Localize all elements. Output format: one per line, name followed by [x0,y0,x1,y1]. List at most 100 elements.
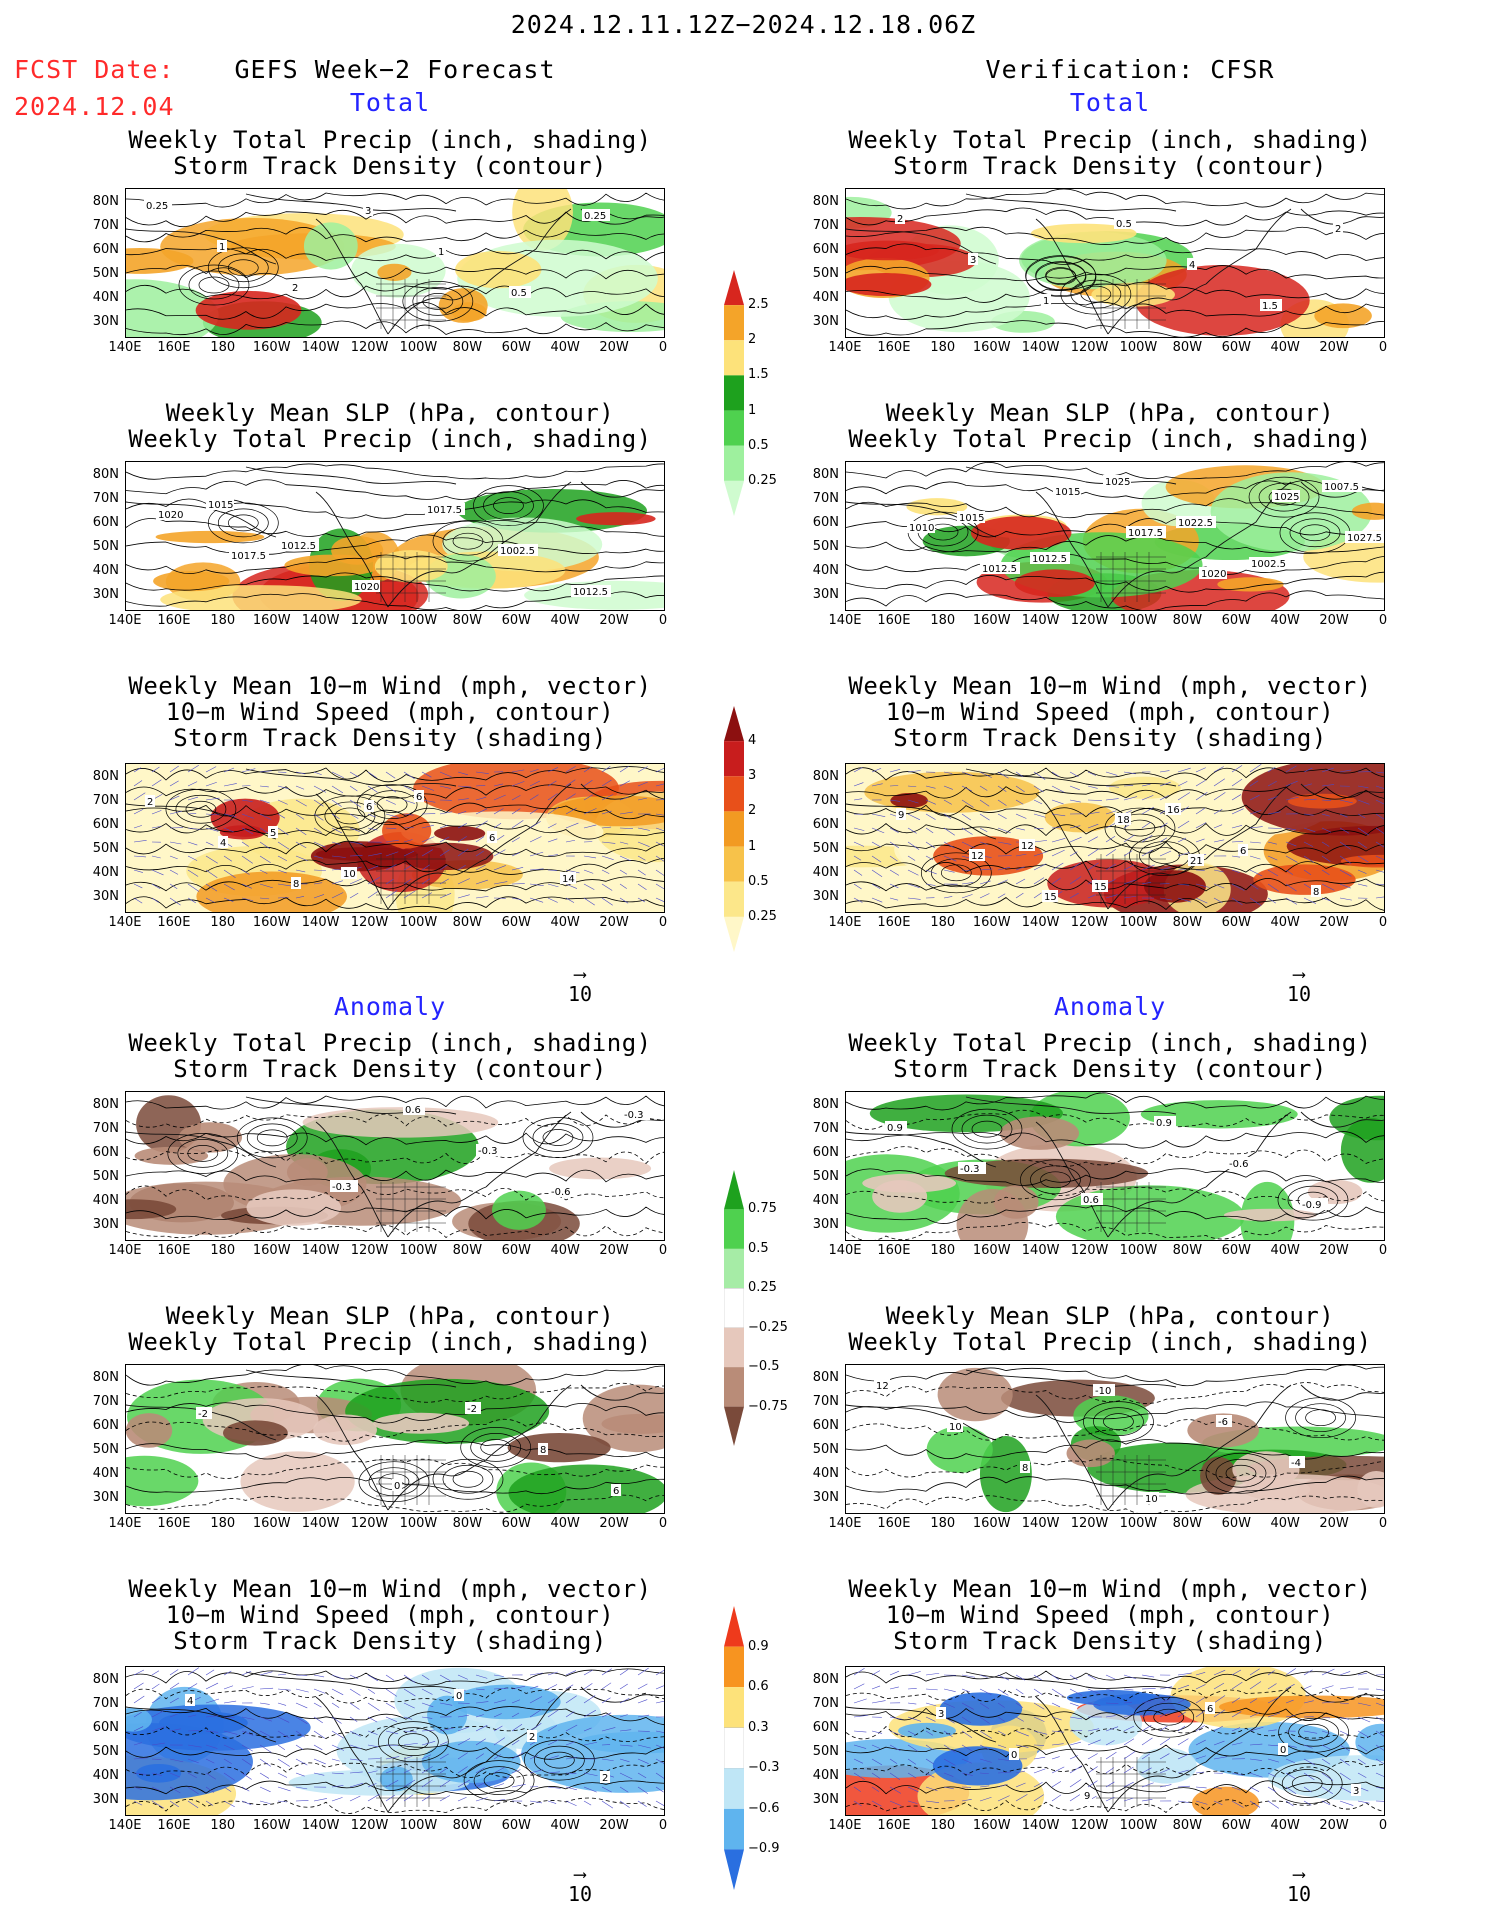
lon-tick-label: 60W [501,1243,531,1258]
wind-vector [1105,1751,1117,1760]
wind-vector [529,836,542,843]
closed-contour [961,1114,1013,1144]
wind-vector [295,771,306,775]
lon-tick-label: 160E [157,340,191,355]
coastline [126,1706,277,1743]
wind-vector [277,1758,290,1767]
wind-vector [997,1702,1005,1708]
reference-arrow-icon: ⟶ [1293,1864,1305,1885]
wind-vector [1339,869,1352,877]
wind-vector [241,1716,255,1720]
wind-vector [853,1772,865,1781]
wind-vector [943,813,952,819]
wind-vector [1051,1794,1062,1802]
wind-vector [1105,1781,1115,1788]
contour-label-bg [1082,1789,1092,1801]
lon-tick-label: 0 [658,1243,668,1258]
wind-vector [1087,1766,1098,1774]
wind-vector [439,1779,451,1788]
colorbar-label: 0.25 [748,1280,777,1296]
wind-vector [277,883,292,887]
wind-vector [511,1712,520,1718]
shading-blob [1140,1100,1298,1129]
coastline [126,1404,277,1441]
shading-blob [126,279,219,337]
contour-label-bg [217,240,227,252]
colorbar-label: 3 [748,768,757,784]
contour-line [126,1365,664,1386]
date-range-title: 2024.12.11.12Z−2024.12.18.06Z [510,10,977,39]
closed-contour [412,287,464,316]
lat-tick-label: 70N [92,491,119,506]
wind-vector [1123,895,1137,899]
wind-vector [421,836,435,843]
contour-line [846,822,1384,837]
contour-label-bg [957,511,985,523]
wind-vector [403,826,415,829]
closed-contour [1291,1775,1323,1792]
wind-vector [295,896,305,899]
wind-vector [1339,813,1348,818]
wind-vector [547,1755,559,1760]
contour-label: 0 [456,1691,462,1702]
lon-tick-label: 160E [157,1818,191,1833]
wind-vector [1159,770,1170,773]
coastline [387,1186,487,1238]
closed-contour [473,1766,525,1796]
shading-core [576,512,656,526]
closed-contour [442,526,494,556]
wind-vector [943,1688,956,1692]
wind-vector [241,1686,254,1690]
wind-vector [169,780,179,787]
wind-vector [853,897,863,903]
wind-vector [871,783,883,787]
wind-vector [367,891,379,899]
lon-tick-label: 160W [252,1818,291,1833]
shading-core [1340,854,1384,868]
wind-vector [277,827,289,836]
wind-vector [367,771,377,779]
wind-vector [295,869,306,873]
wind-vector [367,865,379,871]
wind-vector [1339,799,1353,804]
wind-vector [529,1709,542,1718]
lat-tick-label: 80N [92,1370,119,1385]
wind-vector [1249,1726,1264,1732]
wind-vector [151,1772,162,1776]
lat-tick-label: 60N [812,1720,839,1735]
lon-tick-label: 100W [399,915,438,930]
wind-vector [583,1695,596,1704]
closed-contour [185,800,217,818]
wind-vector [259,1716,272,1722]
wind-vector [421,892,433,899]
contour-line [126,284,664,300]
wind-vector [997,1744,1007,1749]
contour-line [846,1670,1384,1684]
lon-tick-label: 160W [252,340,291,355]
lon-tick-label: 60W [1221,613,1251,628]
wind-vector [529,1769,544,1774]
wind-vector [385,1769,396,1774]
wind-vector [259,1744,272,1753]
wind-vector [295,1744,304,1750]
wind-vector [475,1674,488,1679]
colorbar-label: 0.3 [748,1719,769,1735]
wind-vector [1015,799,1024,805]
wind-vector [349,1702,360,1710]
coastline [965,1096,1177,1115]
contour-line [126,227,664,243]
contour-label-bg [465,1402,481,1414]
closed-contour [1277,1179,1349,1221]
r2-map-svg: 10151012.510251022.51002.51007.510101012… [846,462,1384,610]
wind-vector [349,1730,361,1737]
contour-label-bg [538,1443,548,1455]
wind-vector [1231,897,1243,906]
wind-vector [979,1688,992,1696]
contour-line [126,1476,664,1495]
lon-tick-label: 20W [599,613,629,628]
contour-label-bg [896,808,906,820]
wind-vector [601,1697,611,1704]
wind-vector [1375,841,1384,848]
wind-vector [457,878,470,885]
